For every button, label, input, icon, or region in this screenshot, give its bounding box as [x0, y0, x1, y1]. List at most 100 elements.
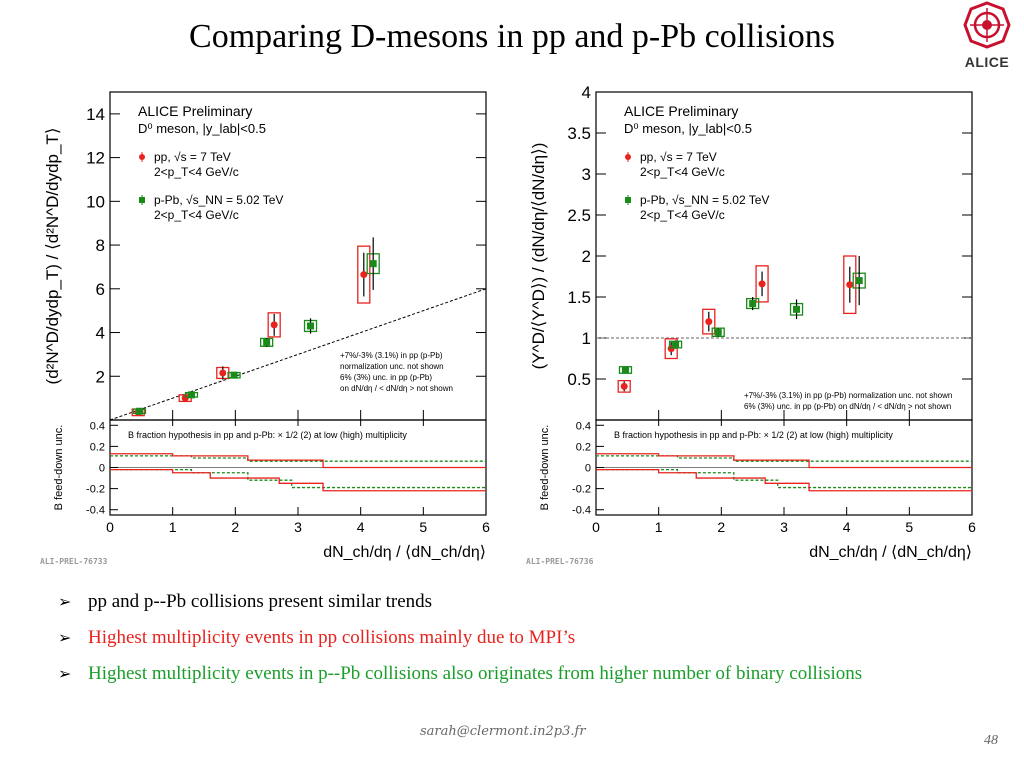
x-tick-label: 6 [968, 519, 976, 535]
ppb-data-point [135, 407, 143, 415]
x-tick-label: 4 [843, 519, 851, 535]
ppb-data-point [230, 371, 238, 379]
x-axis-title: dN_ch/dη / ⟨dN_ch/dη⟩ [809, 544, 972, 561]
y-tick-label: 2 [96, 367, 105, 386]
pp-bfeed-lower-band [596, 468, 972, 492]
legend-entry: pp, √s = 7 TeV [154, 150, 231, 164]
legend-entry: pp, √s = 7 TeV [640, 150, 717, 164]
ratio-note: B fraction hypothesis in pp and p-Pb: × … [614, 430, 893, 440]
legend-entry-sub: 2<p_T<4 GeV/c [154, 165, 239, 179]
alice-prel-label: ALI-PREL-76733 [40, 557, 108, 566]
ratio-note: B fraction hypothesis in pp and p-Pb: × … [128, 430, 407, 440]
legend-entry-sub: 2<p_T<4 GeV/c [154, 208, 239, 222]
ppb-data-point [749, 300, 757, 308]
chart-double-ratio: 0.5 1 1.5 2 2.5 3 3.5 4 0 1 2 3 4 5 6 0.4 0.2 0 -0.2 -0.4 (Y… [526, 83, 976, 566]
y-tick-label: 14 [86, 105, 105, 124]
arrow-bullet-icon: ➢ [58, 628, 72, 647]
y-tick-label: 1.5 [567, 288, 591, 307]
y-tick-label: 2.5 [567, 206, 591, 225]
ppb-data-point [793, 305, 801, 313]
ppb-bfeed-lower-band [110, 468, 486, 489]
x-tick-label: 4 [357, 519, 365, 535]
bullet-item: ➢ Highest multiplicity events in pp coll… [56, 626, 956, 650]
bullet-text: Highest multiplicity events in pp collis… [88, 627, 576, 648]
ppb-data-point [672, 341, 680, 349]
pp-data-point [219, 369, 227, 377]
normalization-note: normalization unc. not shown [340, 362, 444, 371]
x-tick-label: 5 [905, 519, 913, 535]
ratio-y-tick-label: 0.2 [90, 441, 105, 453]
ratio-y-tick-label: 0 [585, 463, 591, 475]
ratio-y-axis-title: B feed-down unc. [53, 425, 65, 511]
y-tick-label: 3 [582, 165, 591, 184]
legend-entry: p-Pb, √s_NN = 5.02 TeV [154, 193, 283, 207]
ppb-data-point [714, 328, 722, 336]
pp-syst-box [617, 379, 631, 393]
arrow-bullet-icon: ➢ [58, 664, 72, 683]
slide-title: Comparing D-mesons in pp and p-Pb collis… [189, 18, 835, 55]
alice-logo-text: ALICE [964, 54, 1010, 70]
y-tick-label: 3.5 [567, 124, 591, 143]
x-tick-label: 0 [592, 519, 600, 535]
pp-data-point [270, 321, 278, 329]
ppb-data-point [621, 366, 629, 374]
ratio-y-tick-label: 0.2 [576, 441, 591, 453]
alice-logo-icon [963, 1, 1011, 49]
pp-data-point [360, 271, 368, 279]
x-tick-label: 1 [169, 519, 177, 535]
pp-bfeed-upper-band [110, 453, 486, 469]
main-plot-frame [595, 91, 973, 421]
pp-data-point [181, 394, 189, 402]
normalization-note: +7%/-3% (3.1%) in pp (p-Pb) normalizatio… [744, 391, 952, 400]
ppb-bfeed-lower-band [596, 468, 972, 489]
x-tick-label: 0 [106, 519, 114, 535]
x-tick-label: 2 [231, 519, 239, 535]
y-tick-label: 1 [582, 329, 591, 348]
y-tick-label: 4 [582, 83, 591, 102]
pp-data-point [758, 280, 766, 288]
y-tick-label: 6 [96, 280, 105, 299]
y-tick-label: 2 [582, 247, 591, 266]
y-tick-label: 0.5 [567, 370, 591, 389]
pp-syst-box [755, 265, 769, 303]
x-tick-label: 3 [294, 519, 302, 535]
y-tick-label: 4 [96, 324, 105, 343]
ppb-data-point [187, 391, 195, 399]
x-axis-title: dN_ch/dη / ⟨dN_ch/dη⟩ [323, 544, 486, 561]
legend-title: ALICE Preliminary [624, 103, 738, 119]
normalization-note: on dN/dη / < dN/dη > not shown [340, 384, 453, 393]
reference-diagonal-line [109, 288, 487, 421]
pp-data-point [705, 318, 713, 326]
normalization-note: 6% (3%) unc. in pp (p-Pb) on dN/dη / < d… [744, 402, 951, 411]
ppb-data-point [263, 338, 271, 346]
pp-data-point [620, 382, 628, 390]
legend-entry-sub: 2<p_T<4 GeV/c [640, 165, 725, 179]
pp-syst-box [843, 255, 857, 315]
pp-syst-box [702, 308, 716, 335]
ratio-y-tick-label: -0.2 [572, 484, 591, 496]
ppb-data-point [369, 260, 377, 268]
ratio-y-tick-label: -0.2 [86, 484, 105, 496]
pp-bfeed-lower-band [110, 468, 486, 492]
y-tick-label: 8 [96, 236, 105, 255]
x-tick-label: 3 [780, 519, 788, 535]
legend-subtitle: D⁰ meson, |y_lab|<0.5 [624, 121, 752, 136]
figure-yield-vs-multiplicity: 2 4 6 8 10 12 14 0 1 2 3 4 5 6 0.4 0.2 0 -0.2 -0.4 (d²N^D/d… [36, 80, 516, 580]
ratio-y-tick-label: -0.4 [86, 505, 105, 517]
ratio-y-tick-label: 0 [99, 463, 105, 475]
bullet-text: Highest multiplicity events in p--Pb col… [88, 663, 863, 684]
page-number: 48 [984, 733, 998, 748]
bullet-text: pp and p--Pb collisions present similar … [88, 591, 433, 612]
y-tick-label: 10 [86, 192, 105, 211]
figure-double-ratio-vs-multiplicity: 0.5 1 1.5 2 2.5 3 3.5 4 0 1 2 3 4 5 6 0.4 0.2 0 -0.2 -0.4 (Y… [522, 80, 1002, 580]
normalization-note: +7%/-3% (3.1%) in pp (p-Pb) [340, 351, 443, 360]
bullet-item: ➢ Highest multiplicity events in p--Pb c… [56, 662, 956, 686]
ratio-y-axis-title: B feed-down unc. [539, 425, 551, 511]
pp-syst-box [357, 245, 371, 304]
pp-bfeed-upper-band [596, 453, 972, 469]
legend-subtitle: D⁰ meson, |y_lab|<0.5 [138, 121, 266, 136]
footer-email: sarah@clermont.in2p3.fr [420, 724, 586, 739]
x-tick-label: 5 [419, 519, 427, 535]
ppb-data-point [307, 322, 315, 330]
